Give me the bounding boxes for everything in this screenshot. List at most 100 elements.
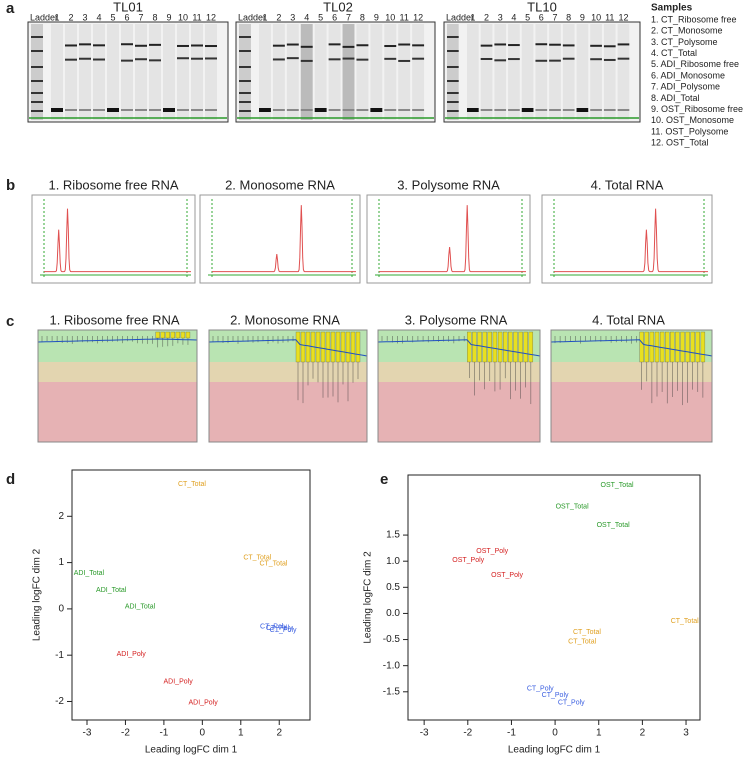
lane <box>603 24 616 120</box>
x-axis-label: Leading logFC dim 1 <box>145 745 238 756</box>
band <box>191 57 203 60</box>
panel-label: e <box>380 471 388 488</box>
y-tick-label: 0 <box>58 604 64 615</box>
lane-label: 1 <box>470 12 475 22</box>
ladder-lane <box>447 24 459 120</box>
band <box>562 109 575 111</box>
lane-label: 12 <box>618 12 628 22</box>
band <box>356 58 369 61</box>
x-axis-label: Leading logFC dim 1 <box>508 745 601 756</box>
lane <box>135 24 147 120</box>
sample-label: 11. OST_Polysome <box>651 126 728 136</box>
lane-label: 1 <box>54 12 59 22</box>
band <box>384 45 397 48</box>
gel-title: TL01 <box>113 0 143 14</box>
samples-title: Samples <box>651 3 693 14</box>
lane <box>51 24 63 120</box>
lane <box>617 24 630 120</box>
band <box>590 58 602 61</box>
point-label: CT_Total <box>259 560 287 567</box>
ladder-band <box>239 80 251 82</box>
quality-box <box>508 331 513 363</box>
lane-label: 11 <box>192 12 201 22</box>
band <box>286 109 299 111</box>
ladder-band <box>447 101 459 103</box>
ladder-label: Ladder <box>238 12 266 22</box>
quality-box <box>665 331 670 363</box>
plot-frame <box>37 329 198 443</box>
band <box>480 109 493 111</box>
lane-label: 12 <box>413 12 423 22</box>
ladder-band <box>31 36 43 38</box>
quality-box <box>685 331 690 363</box>
band <box>177 57 189 60</box>
band <box>590 44 602 47</box>
quality-box <box>675 331 680 363</box>
point-label: CT_Total <box>573 629 601 636</box>
band <box>494 109 507 111</box>
band <box>562 57 575 60</box>
lane <box>191 24 203 120</box>
lane <box>562 24 575 120</box>
band <box>535 59 548 62</box>
zone-good <box>38 330 197 362</box>
point-label: OST_Total <box>601 482 635 489</box>
point-label: ADI_Poly <box>164 678 194 685</box>
x-tick-label: 0 <box>200 728 206 739</box>
quality-box <box>335 331 341 363</box>
lane-label: 3 <box>498 12 503 22</box>
band <box>480 57 493 60</box>
band <box>617 109 630 111</box>
ladder-band <box>31 66 43 68</box>
y-axis-label: Leading logFC dim 2 <box>363 551 374 644</box>
trace <box>554 208 708 273</box>
sample-label: 4. CT_Total <box>651 48 697 58</box>
band <box>549 43 561 46</box>
band <box>412 109 425 111</box>
band <box>191 44 203 47</box>
ladder-label: Ladder <box>30 12 58 22</box>
panel-label: c <box>6 313 14 330</box>
quality-box <box>180 331 186 339</box>
y-tick-label: -1.0 <box>383 660 401 671</box>
lane <box>79 24 91 120</box>
band <box>135 109 147 111</box>
zone-ok <box>209 362 367 382</box>
band <box>494 59 507 62</box>
sample-label: 12. OST_Total <box>651 138 709 148</box>
x-tick-label: 1 <box>238 728 244 739</box>
zone-good <box>551 330 712 362</box>
point-label: CT_Poly <box>542 692 569 699</box>
band <box>535 109 548 111</box>
lane <box>576 24 589 120</box>
band <box>65 109 77 111</box>
point-label: CT_Total <box>243 554 271 561</box>
trace <box>212 205 356 273</box>
lane-label: 7 <box>138 12 143 22</box>
sample-label: 9. OST_Ribosome free <box>651 104 743 114</box>
quality-box <box>295 331 301 363</box>
quality-title: 2. Monosome RNA <box>230 312 340 327</box>
lane <box>521 24 534 120</box>
quality-box <box>518 331 523 363</box>
ladder-band <box>447 92 459 94</box>
y-tick-label: 1.0 <box>386 556 400 567</box>
quality-box <box>155 331 160 339</box>
mean-line <box>208 339 368 357</box>
lane <box>177 24 189 120</box>
lane-label: 8 <box>566 12 571 22</box>
lane <box>412 24 425 120</box>
sample-label: 5. ADI_Ribosome free <box>651 59 739 69</box>
zone-bad <box>209 382 367 442</box>
band <box>191 109 203 111</box>
point-label: ADI_Poly <box>189 699 219 706</box>
ladder-band <box>31 101 43 103</box>
band <box>328 109 341 111</box>
lane <box>107 24 119 120</box>
gel-title: TL02 <box>323 0 353 14</box>
band <box>384 109 397 111</box>
x-tick-label: 3 <box>683 728 689 739</box>
band <box>549 59 561 62</box>
lane-label: 9 <box>166 12 171 22</box>
quality-box <box>497 331 503 363</box>
